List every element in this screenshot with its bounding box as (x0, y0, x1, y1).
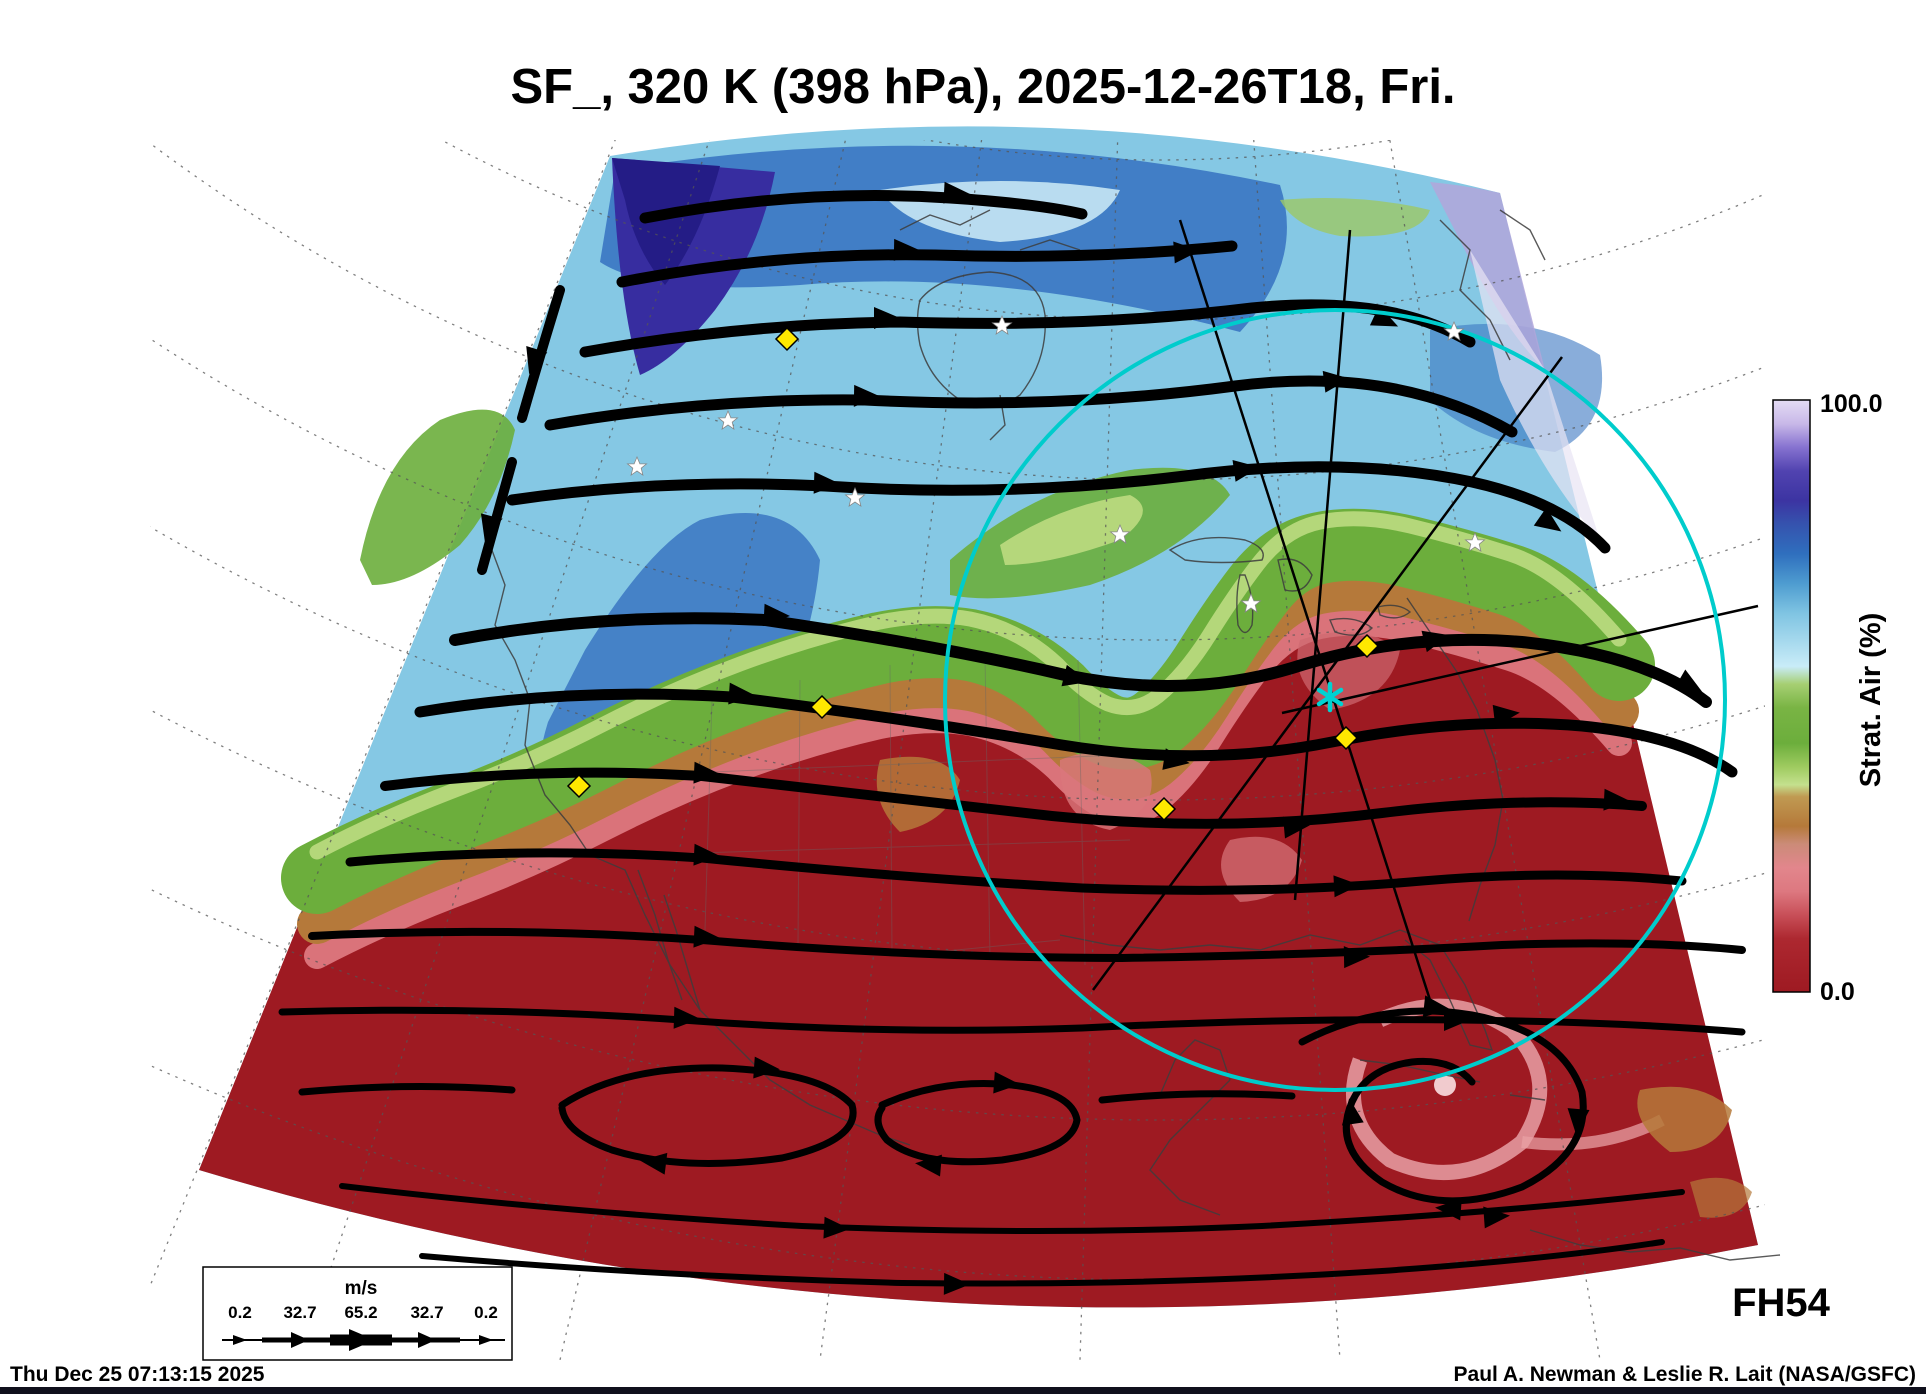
lat-lon-graticule (150, 140, 1765, 1361)
strat-air-field (199, 126, 1758, 1308)
wind-legend-tick-0: 0.2 (228, 1303, 252, 1322)
plot-title: SF_, 320 K (398 hPa), 2025-12-26T18, Fri… (510, 60, 1455, 114)
colorbar-max-label: 100.0 (1820, 390, 1883, 418)
bottom-edge-bar (0, 1387, 1926, 1394)
wind-legend-tick-2: 65.2 (344, 1303, 377, 1322)
colorbar-gradient (1772, 399, 1811, 993)
colorbar-axis-label: Strat. Air (%) (1855, 613, 1887, 788)
range-ring (943, 308, 1727, 1092)
wind-arrow-heads (233, 1329, 493, 1351)
colorbar: 100.0 0.0 Strat. Air (%) (1772, 390, 1887, 1006)
wind-legend-tick-4: 0.2 (474, 1303, 498, 1322)
trajectory-lines (1091, 219, 1759, 1001)
wind-legend-tick-1: 32.7 (283, 1303, 316, 1322)
footer-credit: Paul A. Newman & Leslie R. Lait (NASA/GS… (1454, 1363, 1916, 1386)
forecast-hour-label: FH54 (1732, 1281, 1831, 1325)
launch-site-star-icon (1316, 681, 1344, 713)
wind-legend-unit-label: m/s (345, 1278, 378, 1299)
wind-legend-tick-3: 32.7 (410, 1303, 443, 1322)
colorbar-min-label: 0.0 (1820, 978, 1855, 1006)
wind-streamlines (278, 190, 1746, 1287)
footer-timestamp: Thu Dec 25 07:13:15 2025 (10, 1363, 265, 1386)
tropopause-green-band (281, 508, 1655, 914)
wind-speed-legend: m/s 0.2 32.7 65.2 32.7 0.2 (202, 1266, 513, 1361)
